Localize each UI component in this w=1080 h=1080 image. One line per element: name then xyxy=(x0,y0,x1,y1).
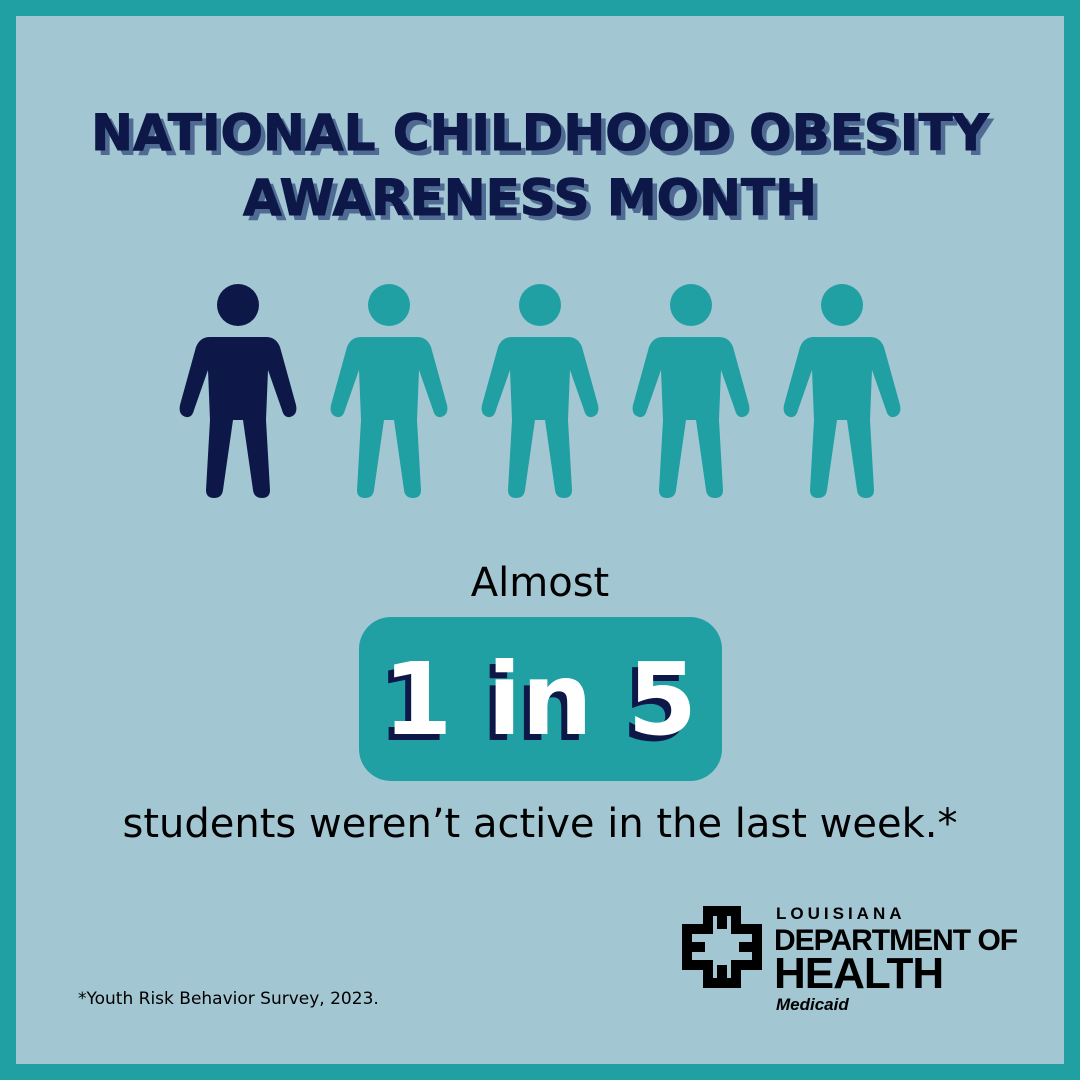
stat-pill xyxy=(359,617,722,781)
stat-prefix: Almost xyxy=(471,560,609,606)
logo-program: Medicaid xyxy=(776,995,849,1014)
stat-suffix: students weren’t active in the last week… xyxy=(123,801,958,847)
logo-state: LOUISIANA xyxy=(776,904,906,923)
title-shadow: AWARENESS MONTH xyxy=(248,174,822,232)
logo-line1: DEPARTMENT OF xyxy=(774,924,1018,957)
logo-icon xyxy=(682,906,762,988)
background xyxy=(16,16,1064,1064)
footnote: *Youth Risk Behavior Survey, 2023. xyxy=(78,989,379,1009)
stat-highlight: 1 in 5 xyxy=(383,641,697,758)
title-shadow: NATIONAL CHILDHOOD OBESITY xyxy=(96,109,994,167)
title: AWARENESS MONTH xyxy=(243,169,817,227)
stat-shadow: 1 in 5 xyxy=(377,647,691,764)
title: NATIONAL CHILDHOOD OBESITY xyxy=(91,104,989,162)
logo-line2: HEALTH xyxy=(774,949,943,998)
